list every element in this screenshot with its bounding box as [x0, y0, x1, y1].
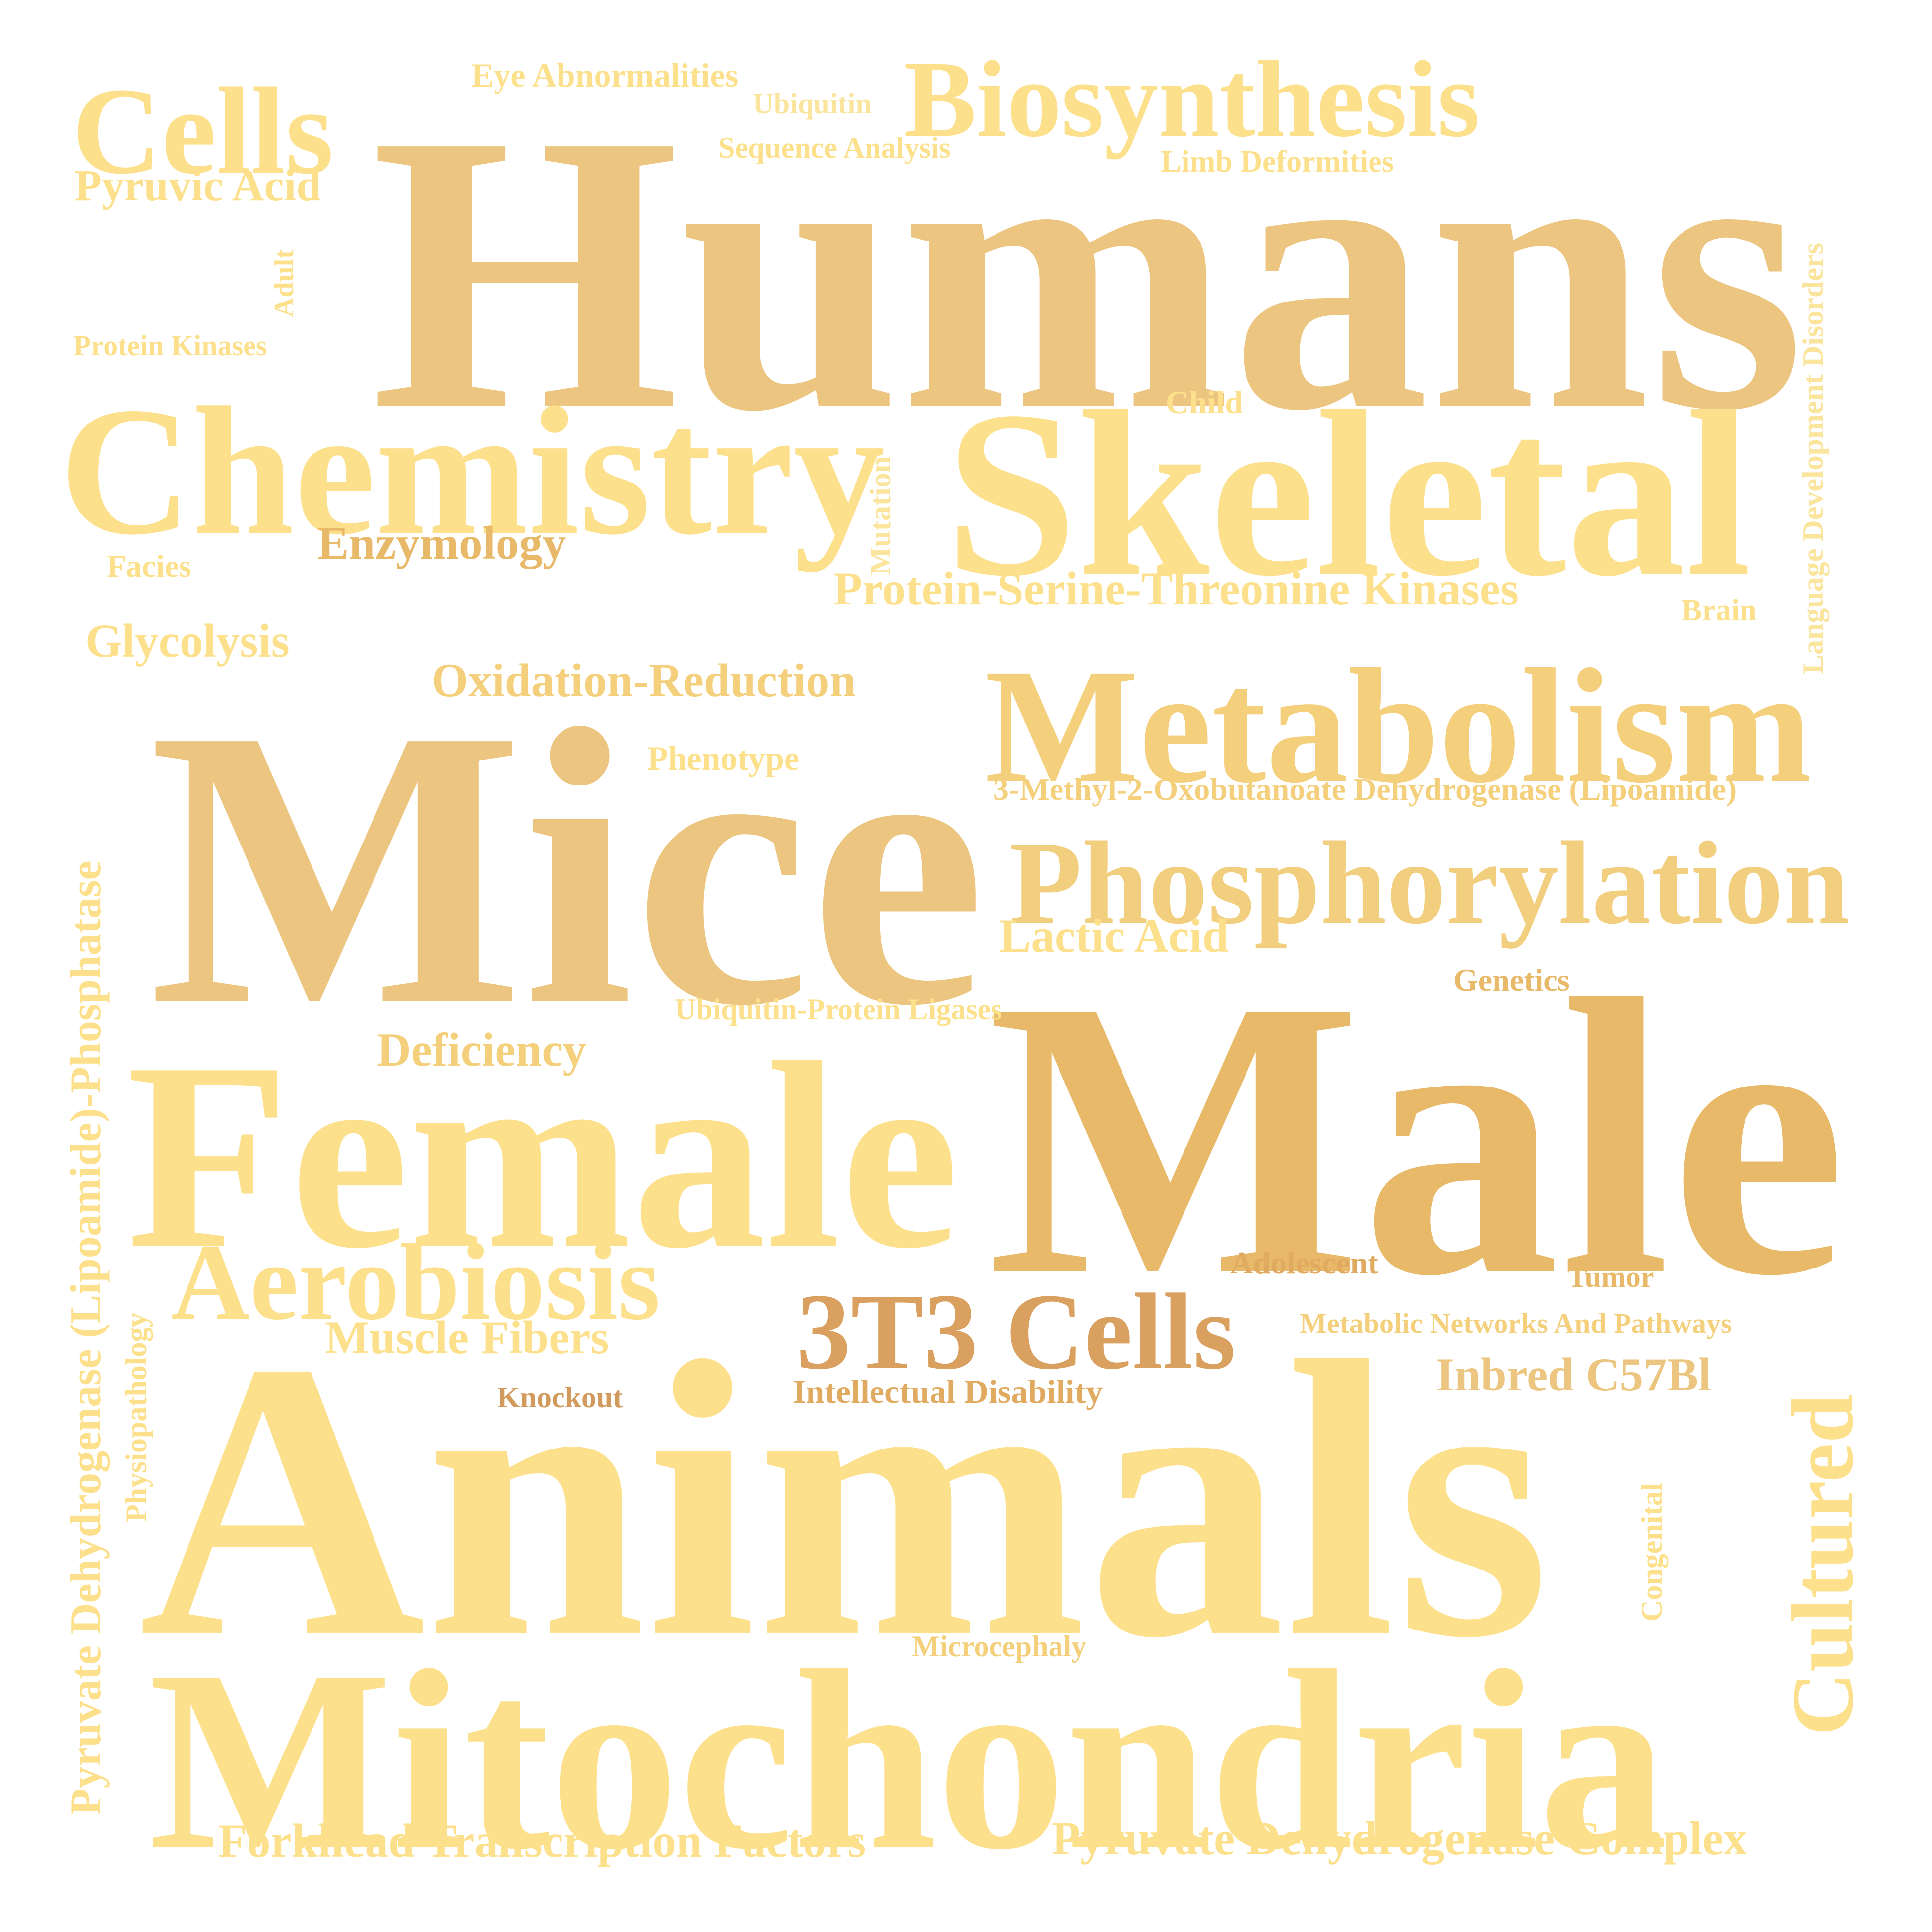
word-pyruvate-phosphatase: Pyruvate Dehydrogenase (Lipoamide)-Phosp… — [62, 860, 110, 1815]
word-tumor: Tumor — [1567, 1261, 1654, 1293]
word-eye-abnormalities: Eye Abnormalities — [471, 57, 739, 94]
word-protein-serine-threonine-kinases: Protein-Serine-Threonine Kinases — [833, 562, 1519, 615]
word-limb-deformities: Limb Deformities — [1161, 145, 1394, 179]
word-methyl-oxobutanoate-dehydrogenase: 3-Methyl-2-Oxobutanoate Dehydrogenase (L… — [993, 772, 1737, 807]
word-congenital: Congenital — [1635, 1482, 1668, 1622]
word-humans: Humans — [371, 53, 1805, 492]
word-metabolic-networks-and-pathways: Metabolic Networks And Pathways — [1300, 1307, 1732, 1339]
word-microcephaly: Microcephaly — [912, 1630, 1087, 1663]
word-cells: Cells — [72, 62, 334, 200]
word-ubiquitin: Ubiquitin — [753, 87, 872, 120]
word-mitochondria: Mitochondria — [149, 1618, 1668, 1903]
word-mutation: Mutation — [864, 456, 897, 575]
word-phosphorylation: Phosphorylation — [1009, 817, 1850, 949]
word-glycolysis: Glycolysis — [85, 614, 290, 667]
word-animals: Animals — [139, 1280, 1550, 1720]
word-knockout: Knockout — [497, 1381, 623, 1414]
word-phenotype: Phenotype — [647, 739, 799, 777]
word-adolescent: Adolescent — [1230, 1245, 1378, 1280]
word-male: Male — [987, 918, 1847, 1358]
word-deficiency: Deficiency — [377, 1024, 587, 1076]
word-physiopathology: Physiopathology — [120, 1312, 153, 1522]
word-intellectual-disability: Intellectual Disability — [793, 1373, 1103, 1410]
word-mice: Mice — [149, 648, 986, 1087]
word-protein-kinases: Protein Kinases — [73, 329, 267, 362]
word-pyruvic-acid: Pyruvic Acid — [74, 161, 321, 210]
word-adult: Adult — [269, 249, 300, 317]
word-cultured: Cultured — [1773, 1393, 1871, 1736]
word-genetics: Genetics — [1453, 963, 1570, 998]
word-3t3-cells: 3T3 Cells — [796, 1271, 1236, 1392]
word-inbred-c57bl: Inbred C57Bl — [1436, 1348, 1712, 1401]
word-child: Child — [1166, 385, 1243, 421]
word-skeletal: Skeletal — [945, 362, 1752, 625]
word-pyruvate-dehydrogenase-complex: Pyruvate Dehydrogenase Complex — [1052, 1812, 1747, 1865]
word-sequence-analysis: Sequence Analysis — [718, 131, 951, 164]
word-aerobiosis: Aerobiosis — [171, 1221, 661, 1342]
word-ubiquitin-protein-ligases: Ubiquitin-Protein Ligases — [675, 993, 1002, 1026]
word-language-development-disorders: Language Development Disorders — [1797, 243, 1829, 674]
word-facies: Facies — [107, 548, 191, 584]
word-lactic-acid: Lactic Acid — [999, 909, 1229, 962]
word-enzymology: Enzymology — [317, 517, 566, 569]
word-biosynthesis: Biosynthesis — [904, 39, 1480, 160]
word-chemistry: Chemistry — [60, 369, 885, 573]
word-female: Female — [126, 1007, 960, 1304]
word-oxidation-reduction: Oxidation-Reduction — [432, 654, 856, 707]
word-metabolism: Metabolism — [985, 636, 1812, 817]
word-brain: Brain — [1682, 594, 1757, 627]
word-forkhead-transcription-factors: Forkhead Transcription Factors — [218, 1814, 866, 1867]
word-muscle-fibers: Muscle Fibers — [325, 1311, 609, 1364]
